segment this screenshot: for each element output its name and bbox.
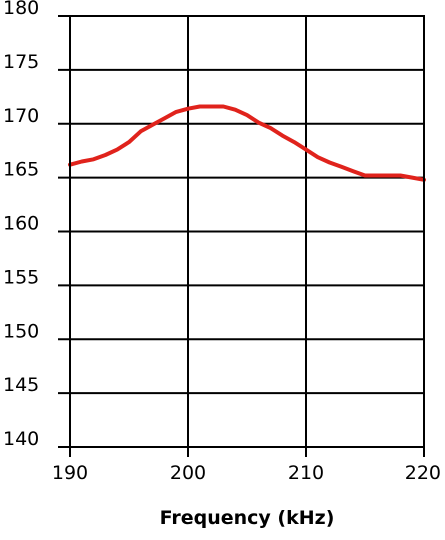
tick-marks (58, 15, 425, 457)
y-tick-label: 160 (3, 213, 39, 235)
series-layer (68, 104, 426, 182)
y-tick-label: 140 (3, 428, 39, 450)
x-tick-label: 200 (170, 462, 206, 484)
y-tick-labels: 140 145 150 155 160 165 170 175 180 (3, 0, 39, 450)
x-tick-labels: 190 200 210 220 (52, 462, 441, 484)
y-tick-label: 175 (3, 51, 39, 73)
series-line-0 (68, 104, 426, 182)
y-tick-label: 150 (3, 320, 39, 342)
plot-frame (69, 15, 425, 448)
y-tick-label: 170 (3, 105, 39, 127)
y-tick-label: 165 (3, 159, 39, 181)
x-tick-label: 210 (288, 462, 324, 484)
grid-lines (70, 16, 424, 447)
y-tick-label: 180 (3, 0, 39, 19)
x-axis-title: Frequency (kHz) (160, 507, 335, 529)
x-tick-label: 190 (52, 462, 88, 484)
y-tick-label: 155 (3, 266, 39, 288)
x-tick-label: 220 (405, 462, 441, 484)
y-tick-label: 145 (3, 374, 39, 396)
